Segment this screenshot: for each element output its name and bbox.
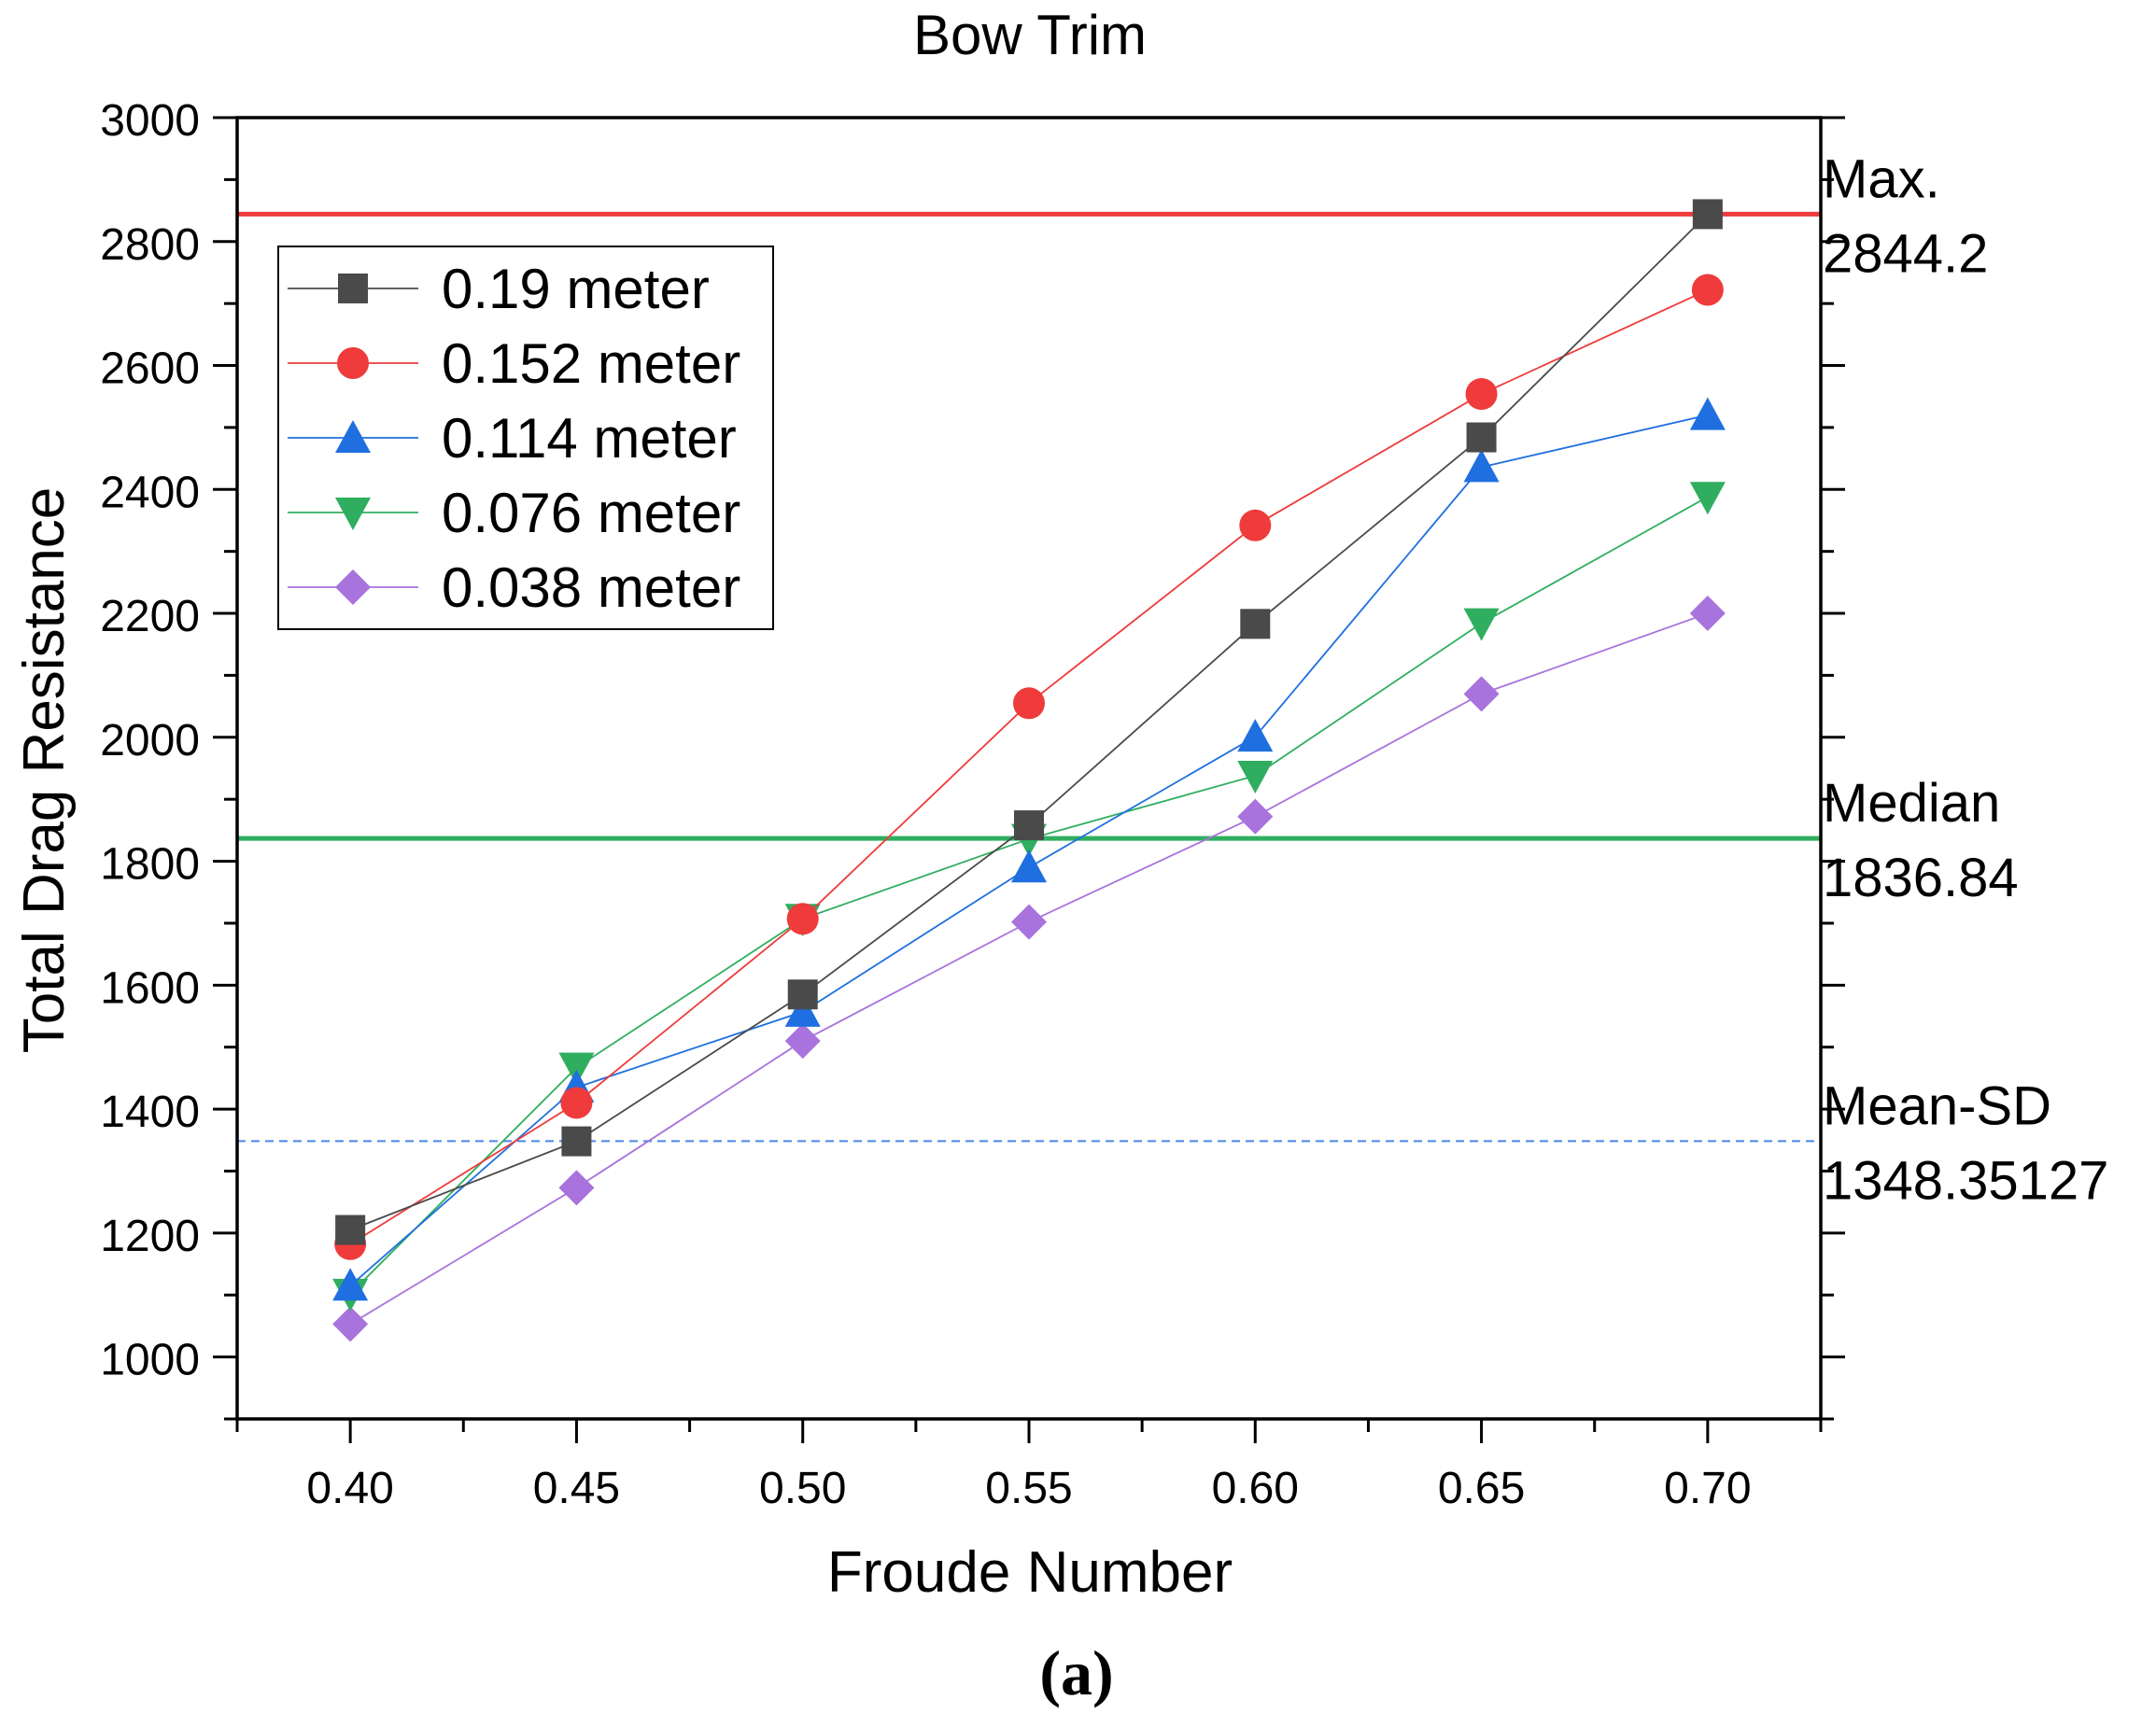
reference-line-value: 2844.2 (1823, 223, 1988, 284)
reference-line-label: Max. (1823, 148, 1940, 209)
x-axis-label: Froude Number (827, 1540, 1233, 1605)
reference-line-value: 1836.84 (1823, 848, 2019, 908)
data-point (1237, 719, 1274, 752)
series-layer (332, 199, 1726, 1342)
legend-item: 0.19 meter (288, 258, 710, 320)
x-tick-label: 0.40 (306, 1464, 393, 1513)
data-point (1689, 482, 1726, 515)
panel-label: (a) (1039, 1637, 1113, 1708)
data-point (1014, 810, 1044, 841)
data-point (1011, 904, 1047, 940)
x-tick-label: 0.55 (985, 1464, 1072, 1513)
y-tick-label: 1200 (100, 1212, 200, 1261)
data-point (1692, 199, 1723, 230)
data-point (561, 1126, 592, 1157)
y-axis: 1000 1200 1400 1600 1800 2000 2200 2400 2600 2800… (100, 96, 1845, 1421)
series-0-038-meter (332, 596, 1726, 1342)
legend-item: 0.076 meter (288, 482, 740, 544)
data-point (332, 1268, 369, 1301)
legend-label: 0.19 meter (442, 258, 710, 320)
x-axis: 0.40 0.45 0.50 0.55 0.60 0.65 0.70 (235, 1419, 1823, 1513)
y-tick-label: 3000 (100, 96, 200, 146)
data-point (1463, 449, 1500, 483)
data-point (1237, 760, 1274, 793)
data-point (1466, 422, 1497, 453)
y-tick-label: 2200 (100, 592, 200, 641)
data-point (560, 1087, 593, 1119)
chart-title: Bow Trim (913, 4, 1147, 66)
data-point (1465, 378, 1498, 411)
series-line (349, 612, 1709, 1326)
data-point (1689, 397, 1726, 430)
legend-label: 0.076 meter (442, 482, 740, 544)
legend-item: 0.114 meter (288, 407, 737, 470)
data-point (1013, 687, 1045, 720)
y-axis-label: Total Drag Resistance (12, 487, 77, 1054)
data-point (332, 1306, 369, 1342)
x-tick-label: 0.70 (1664, 1464, 1751, 1513)
legend-marker (335, 498, 371, 530)
legend: 0.19 meter 0.152 meter 0.114 meter 0.076 me… (277, 246, 774, 630)
legend-marker (335, 420, 371, 453)
legend-item: 0.038 meter (288, 556, 740, 619)
y-tick-label: 1800 (100, 840, 200, 890)
data-point (1011, 849, 1047, 883)
data-point (558, 1052, 595, 1086)
y-tick-label: 1600 (100, 963, 200, 1013)
data-point (1239, 509, 1272, 541)
series-0-152-meter (334, 274, 1724, 1260)
data-point (787, 979, 818, 1010)
reference-line-label: Mean-SD (1823, 1075, 2051, 1136)
legend-label: 0.038 meter (442, 556, 740, 619)
data-point (786, 903, 819, 935)
y-tick-label: 1400 (100, 1088, 200, 1137)
y-tick-label: 2600 (100, 344, 200, 394)
reference-line-value: 1348.35127 (1823, 1150, 2108, 1211)
x-tick-label: 0.60 (1212, 1464, 1299, 1513)
y-tick-label: 2800 (100, 220, 200, 270)
y-tick-label: 2400 (100, 468, 200, 517)
data-point (1463, 608, 1500, 641)
reference-line-label: Median (1823, 773, 2000, 834)
legend-label: 0.114 meter (442, 407, 737, 470)
legend-label: 0.152 meter (442, 332, 740, 395)
y-tick-label: 2000 (100, 716, 200, 765)
legend-marker (335, 569, 371, 605)
legend-marker (337, 347, 369, 379)
y-tick-label: 1000 (100, 1336, 200, 1385)
data-point (335, 1215, 366, 1245)
x-tick-label: 0.65 (1438, 1464, 1525, 1513)
x-tick-label: 0.50 (759, 1464, 846, 1513)
x-tick-label: 0.45 (533, 1464, 620, 1513)
data-point (1240, 609, 1271, 639)
data-point (1237, 798, 1274, 835)
series-0-19-meter (335, 199, 1723, 1245)
data-point (1463, 676, 1500, 712)
legend-item: 0.152 meter (288, 332, 740, 395)
data-point (784, 1023, 821, 1060)
data-point (784, 993, 821, 1027)
data-point (558, 1170, 595, 1206)
reference-line-labels: Max. 2844.2 Median 1836.84 Mean-SD 1348.35127 (1823, 148, 2108, 1211)
data-point (1689, 596, 1726, 632)
legend-marker (338, 274, 368, 303)
data-point (1691, 274, 1724, 306)
